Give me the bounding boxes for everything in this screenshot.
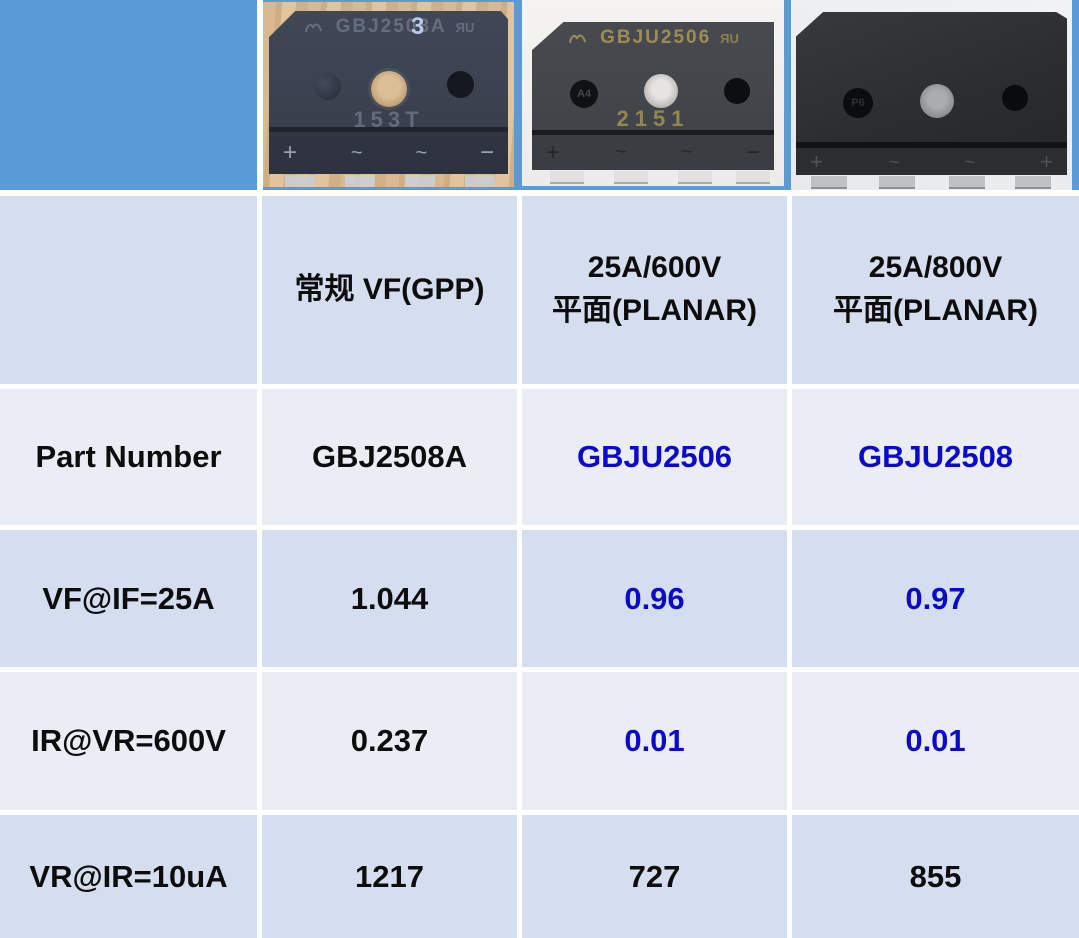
- lead-pin: [405, 175, 435, 187]
- value-cell: 0.96: [522, 530, 787, 667]
- lead-pin: [285, 175, 315, 187]
- chip-groove: [532, 130, 774, 135]
- dot-mark-label: A4: [576, 88, 592, 100]
- value-cell: 0.237: [262, 672, 517, 810]
- lead-pin: [550, 171, 584, 184]
- lead-pin: [1015, 176, 1051, 189]
- chip-marking: GBJ2508A: [335, 16, 447, 37]
- mounting-hole: [644, 74, 678, 108]
- date-code: 2151: [616, 106, 690, 131]
- value-cell: GBJU2508: [792, 389, 1079, 525]
- header-cell-empty: [0, 196, 257, 384]
- mounting-hole: [371, 71, 407, 107]
- lead-pin: [736, 171, 770, 184]
- lead-pin: [811, 176, 847, 189]
- lead-pin: [678, 171, 712, 184]
- bridge-rectifier-body: GBJ2508A ЯU 3 153T + ~ ~ −: [269, 11, 508, 174]
- terminal-ac1: ~: [350, 141, 363, 164]
- value-cell: GBJ2508A: [262, 389, 517, 525]
- header-line: 平面(PLANAR): [552, 294, 757, 327]
- lead-pin: [949, 176, 985, 189]
- bridge-rectifier-body: GBJU2506 ЯU A4 2151 + ~ ~ −: [532, 22, 774, 170]
- lead-pin: [614, 171, 648, 184]
- comparison-table: 常规 VF(GPP) 25A/600V 平面(PLANAR) 25A/800V …: [0, 196, 1079, 938]
- terminal-ac1: ~: [614, 141, 627, 163]
- ul-cert-mark: ЯU: [720, 30, 739, 46]
- value-cell: 1.044: [262, 530, 517, 667]
- row-label-part-number: Part Number: [0, 389, 257, 525]
- row-label-ir: IR@VR=600V: [0, 672, 257, 810]
- terminal-minus: −: [479, 139, 494, 166]
- dot-mark-circle: [724, 78, 750, 104]
- photo-gbju2508: P6 + ~ ~ +: [791, 0, 1072, 190]
- value-cell: 855: [792, 815, 1079, 938]
- value-cell: 0.97: [792, 530, 1079, 667]
- value-cell: 0.01: [522, 672, 787, 810]
- terminal-ac2: ~: [964, 150, 975, 172]
- chip-groove: [796, 142, 1067, 148]
- row-label-vr: VR@IR=10uA: [0, 815, 257, 938]
- chip-marking-row: GBJU2506 ЯU: [532, 27, 774, 49]
- dot-mark-circle: [447, 71, 474, 98]
- lead-pin: [879, 176, 915, 189]
- terminal-plus: +: [283, 139, 298, 166]
- chip-groove: [269, 127, 508, 132]
- header-cell-gpp: 常规 VF(GPP): [262, 196, 517, 384]
- terminal-strip: + ~ ~ −: [269, 132, 508, 174]
- header-line: 25A/800V: [868, 251, 1003, 285]
- header-cell-600v-planar: 25A/600V 平面(PLANAR): [522, 196, 787, 384]
- dot-mark-circle: P6: [843, 88, 873, 118]
- lead-pin: [465, 175, 495, 187]
- terminal-ac1: ~: [888, 150, 900, 172]
- terminal-symbols: + ~ ~ +: [810, 148, 1053, 175]
- brand-logo-icon: [569, 34, 587, 44]
- chip-overprint: 3: [411, 13, 425, 40]
- value-cell: 727: [522, 815, 787, 938]
- terminal-plus: +: [810, 148, 823, 174]
- dot-mark-circle: A4: [570, 80, 598, 108]
- terminal-symbols: + ~ ~ −: [283, 132, 494, 174]
- terminal-plus: +: [546, 138, 561, 166]
- header-line: 平面(PLANAR): [833, 294, 1038, 327]
- terminal-ac2: ~: [415, 141, 427, 164]
- mounting-hole: [920, 84, 954, 118]
- terminal-strip: + ~ ~ −: [532, 135, 774, 170]
- value-cell: GBJU2506: [522, 389, 787, 525]
- terminal-minus: −: [745, 138, 760, 166]
- brand-logo-icon: [304, 23, 322, 33]
- band-divider: [257, 0, 263, 190]
- terminal-plus2: +: [1040, 148, 1053, 174]
- chip-marking: GBJU2506: [600, 27, 712, 48]
- chip-marking-row: GBJ2508A ЯU: [269, 16, 508, 38]
- row-label-vf: VF@IF=25A: [0, 530, 257, 667]
- dot-mark-label: P6: [851, 97, 865, 109]
- value-cell: 1217: [262, 815, 517, 938]
- header-cell-800v-planar: 25A/800V 平面(PLANAR): [792, 196, 1079, 384]
- header-line: 常规 VF(GPP): [294, 272, 485, 306]
- ul-cert-mark: ЯU: [455, 19, 475, 35]
- value-cell: 0.01: [792, 672, 1079, 810]
- dot-mark-circle: [1002, 85, 1028, 111]
- terminal-strip: + ~ ~ +: [796, 148, 1067, 175]
- lead-pin: [345, 175, 375, 187]
- bridge-rectifier-body: P6 + ~ ~ +: [796, 12, 1067, 175]
- photo-gbju2506: GBJU2506 ЯU A4 2151 + ~ ~ −: [522, 0, 784, 186]
- terminal-symbols: + ~ ~ −: [546, 135, 760, 170]
- photo-gbj2508a: GBJ2508A ЯU 3 153T + ~ ~ −: [263, 2, 514, 187]
- header-line: 25A/600V: [587, 251, 722, 285]
- terminal-ac2: ~: [680, 141, 692, 163]
- product-photo-band: GBJ2508A ЯU 3 153T + ~ ~ −: [0, 0, 1079, 190]
- emboss-circle: [314, 73, 341, 100]
